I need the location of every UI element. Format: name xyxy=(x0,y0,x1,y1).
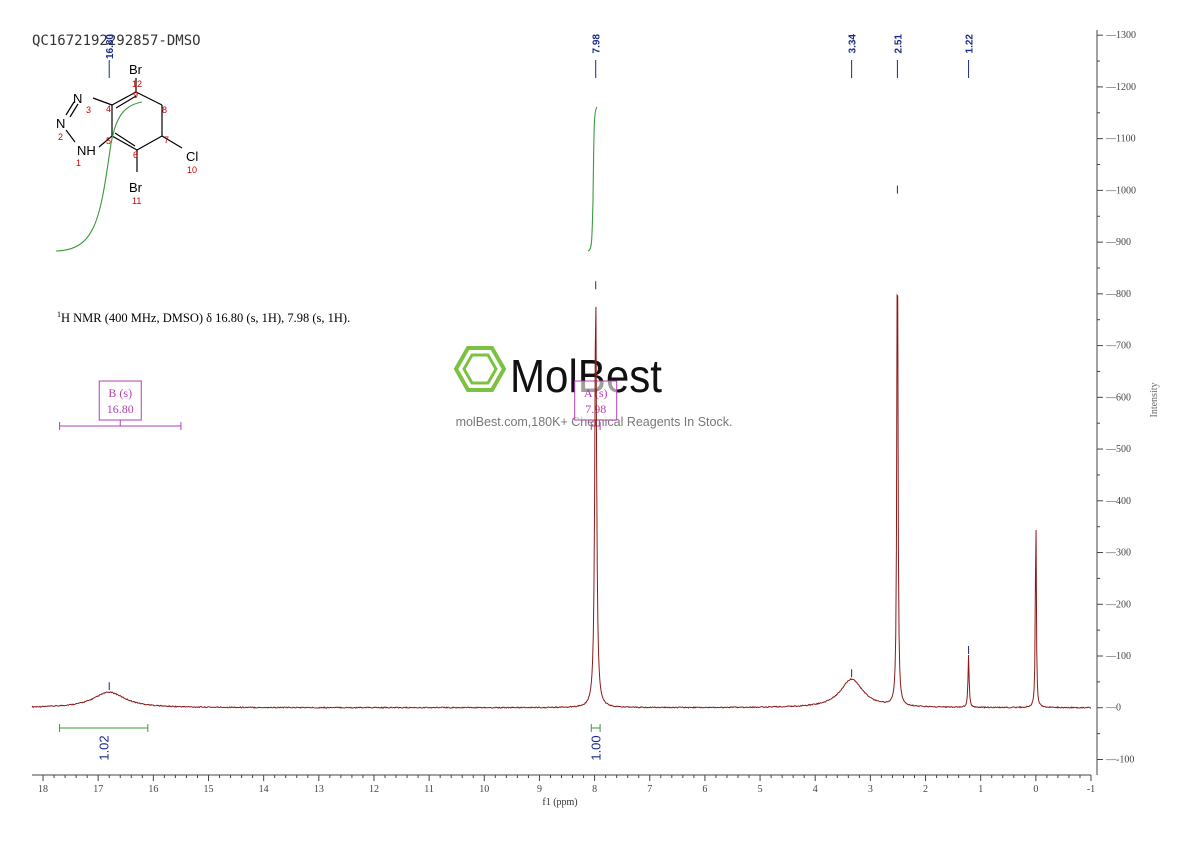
peak-label: 7.98 xyxy=(592,34,603,54)
x-tick-label: 5 xyxy=(758,784,763,795)
y-tick-label: —1100 xyxy=(1105,134,1136,145)
y-tick-label: —0 xyxy=(1105,703,1121,714)
x-tick-label: 6 xyxy=(702,784,707,795)
y-tick-label: —1200 xyxy=(1105,82,1136,93)
x-tick-label: 2 xyxy=(923,784,928,795)
y-tick-label: —800 xyxy=(1105,289,1131,300)
atom-number: 6 xyxy=(133,150,138,160)
atom-symbol: N xyxy=(73,91,82,106)
multiplet-boxes: B (s) 16.80 A (s) 7.98 xyxy=(59,380,618,430)
peak-label: 3.34 xyxy=(848,34,859,54)
integral-curve xyxy=(587,106,598,252)
atom-symbol: Br xyxy=(129,180,143,195)
y-tick-label: —600 xyxy=(1105,392,1131,403)
x-tick-label: 10 xyxy=(479,784,489,795)
atom-symbol: Cl xyxy=(186,149,198,164)
peak-markers: 16.80 7.98 3.34 2.51 1.22 xyxy=(105,34,976,691)
y-axis: —1300 —1200 —1100 —1000 —900 —800 —700 —600 —500… xyxy=(1096,30,1136,775)
multiplet-shift: 7.98 xyxy=(585,402,606,416)
integral-curves xyxy=(55,101,598,252)
x-tick-label: 14 xyxy=(259,784,269,795)
watermark-tagline: molBest.com,180K+ Chemical Reagents In S… xyxy=(456,415,733,429)
integral-bars: 1.02 1.00 xyxy=(59,724,604,761)
x-tick-label: 18 xyxy=(38,784,48,795)
peak-label: 16.80 xyxy=(105,34,116,59)
atom-number: 1 xyxy=(76,158,81,168)
y-tick-label: —500 xyxy=(1105,444,1131,455)
nmr-annotation: 1H NMR (400 MHz, DMSO) δ 16.80 (s, 1H), … xyxy=(57,310,350,325)
x-tick-label: 11 xyxy=(424,784,434,795)
molbest-logo-icon xyxy=(453,346,507,392)
y-tick-label: —100 xyxy=(1105,651,1131,662)
atom-number: 8 xyxy=(162,105,167,115)
atom-number: 12 xyxy=(132,79,142,89)
x-tick-label: 4 xyxy=(813,784,818,795)
chemical-structure: Br 12 9 8 N 3 4 N 2 5 7 NH 1 6 Cl 10 Br … xyxy=(56,62,198,206)
atom-number: 5 xyxy=(106,136,111,146)
structure-bonds xyxy=(65,78,183,172)
x-tick-label: 12 xyxy=(369,784,379,795)
atom-number: 11 xyxy=(132,196,141,206)
integral-curve xyxy=(55,101,143,252)
peak-label: 2.51 xyxy=(893,34,904,54)
atom-number: 4 xyxy=(106,104,111,114)
multiplet-box xyxy=(574,380,618,421)
multiplet-name: B (s) xyxy=(108,386,132,400)
atom-symbol: Br xyxy=(129,62,143,77)
y-axis-label: Intensity xyxy=(1149,383,1160,418)
x-tick-label: 13 xyxy=(314,784,324,795)
x-tick-label: 3 xyxy=(868,784,873,795)
x-tick-label: 0 xyxy=(1033,784,1038,795)
multiplet-shift: 16.80 xyxy=(107,402,134,416)
annotation-superscript: 1 xyxy=(57,310,61,319)
atom-symbol: N xyxy=(56,116,65,131)
y-tick-label: —400 xyxy=(1105,496,1131,507)
atom-number: 7 xyxy=(164,135,169,145)
spectrum-line xyxy=(31,293,1092,709)
annotation-text: H NMR (400 MHz, DMSO) δ 16.80 (s, 1H), 7… xyxy=(61,311,350,325)
y-tick-label: —900 xyxy=(1105,237,1131,248)
atom-symbol: NH xyxy=(77,143,96,158)
x-tick-label: 15 xyxy=(204,784,214,795)
x-tick-label: 7 xyxy=(647,784,652,795)
y-tick-label: —-100 xyxy=(1105,754,1134,765)
atom-number: 3 xyxy=(86,105,91,115)
x-tick-label: 16 xyxy=(148,784,158,795)
multiplet-name: A (s) xyxy=(584,386,608,400)
peak-label: 1.22 xyxy=(965,34,976,54)
x-tick-label: 1 xyxy=(978,784,983,795)
x-tick-label: 17 xyxy=(93,784,103,795)
chart-title: QC1672192292857-DMSO xyxy=(32,33,201,49)
x-axis: 18 17 16 15 14 13 12 11 10 9 8 7 6 5 4 3 2 1 0 -1 xyxy=(32,774,1095,795)
atom-number: 10 xyxy=(187,165,197,175)
y-tick-label: —1000 xyxy=(1105,185,1136,196)
y-tick-label: —1300 xyxy=(1105,30,1136,41)
x-tick-label: 9 xyxy=(537,784,542,795)
integral-value: 1.00 xyxy=(589,735,604,760)
atom-number: 9 xyxy=(133,90,138,100)
y-tick-label: —700 xyxy=(1105,341,1131,352)
multiplet-box xyxy=(98,380,142,421)
integral-value: 1.02 xyxy=(97,735,112,760)
atom-number: 2 xyxy=(58,132,63,142)
x-tick-label: 8 xyxy=(592,784,597,795)
x-axis-label: f1 (ppm) xyxy=(542,797,577,808)
y-tick-label: —300 xyxy=(1105,548,1131,559)
x-tick-label: -1 xyxy=(1087,784,1095,795)
y-tick-label: —200 xyxy=(1105,599,1131,610)
